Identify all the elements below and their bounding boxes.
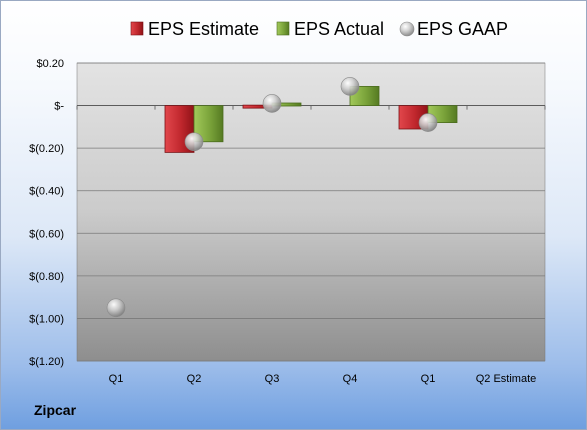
x-tick-label: Q2 Estimate [476, 373, 537, 385]
x-tick-label: Q3 [265, 373, 280, 385]
plot-area [76, 62, 546, 362]
y-tick-label: $- [54, 101, 64, 113]
x-tick-label: Q1 [421, 373, 436, 385]
company-name: Zipcar [34, 402, 77, 418]
x-tick-label: Q2 [187, 373, 202, 385]
eps-gaap-point [184, 132, 204, 152]
y-tick-label: $0.20 [36, 58, 64, 70]
eps-gaap-point [262, 94, 282, 113]
x-tick-label: Q1 [109, 373, 124, 385]
y-tick-label: $(0.80) [29, 271, 64, 283]
y-tick-label: $(1.20) [29, 356, 64, 368]
eps-gaap-point [106, 298, 126, 318]
eps-gaap-point [340, 77, 360, 96]
legend-label: EPS Actual [294, 19, 384, 39]
legend-swatch [276, 21, 290, 36]
y-tick-label: $(0.20) [29, 143, 64, 155]
eps-chart: $0.20 $- $(0.20) $(0.40) $(0.60) $(0.80) $(1.0… [29, 19, 546, 385]
y-tick-label: $(0.40) [29, 186, 64, 198]
legend-label: EPS Estimate [148, 19, 259, 39]
eps-gaap-point [418, 113, 438, 132]
y-tick-label: $(0.60) [29, 228, 64, 240]
legend-label: EPS GAAP [417, 19, 508, 39]
legend-swatch [399, 21, 415, 37]
y-tick-label: $(1.00) [29, 313, 64, 325]
x-tick-label: Q4 [343, 373, 358, 385]
legend-swatch [130, 21, 144, 36]
